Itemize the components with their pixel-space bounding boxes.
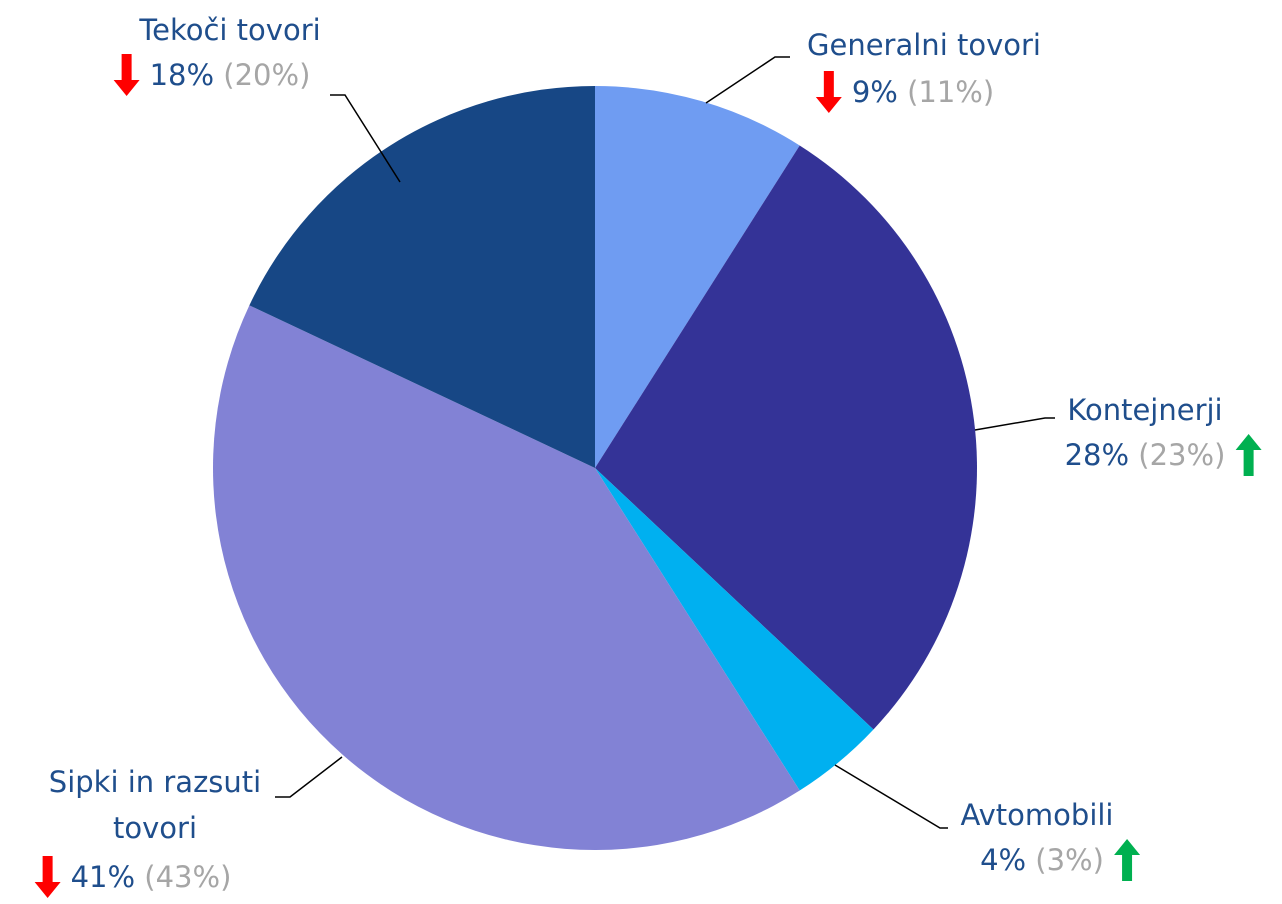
- value-label: 41%: [70, 860, 136, 894]
- arrow-shape: [1113, 839, 1140, 881]
- leader-line: [275, 756, 343, 798]
- arrow-shape: [34, 856, 61, 898]
- trend-arrow: [815, 71, 842, 113]
- value-group: 18% (20%): [150, 52, 311, 98]
- value-label: 9%: [851, 75, 898, 109]
- value-row: 18% (20%): [113, 52, 311, 98]
- value-label: 28%: [1064, 438, 1130, 472]
- value-label: 18%: [149, 58, 215, 92]
- slice-name: Generalni tovori: [807, 28, 1041, 62]
- value-row: 9% (11%): [815, 69, 994, 115]
- leader-line: [974, 417, 1055, 431]
- previous-value-label: (11%): [907, 75, 995, 109]
- pie-slice: [595, 145, 978, 730]
- value-group: 28% (23%): [1065, 432, 1226, 478]
- slice-name: Tekoči tovori: [139, 13, 321, 47]
- slice-name: Kontejnerji: [1067, 393, 1223, 427]
- value-label: 4%: [980, 843, 1027, 877]
- pie-slice: [249, 86, 595, 468]
- leader-line: [834, 764, 948, 829]
- arrow-shape: [1235, 434, 1262, 476]
- previous-value-label: (23%): [1138, 438, 1226, 472]
- value-group: 41% (43%): [71, 854, 232, 900]
- pie-slice: [595, 468, 874, 791]
- leader-line: [330, 94, 401, 183]
- value-row: 28% (23%): [1065, 432, 1262, 478]
- previous-value-label: (20%): [223, 58, 311, 92]
- pie-slice: [595, 86, 800, 468]
- slice-name: Sipki in razsuti tovori: [48, 765, 262, 845]
- trend-arrow: [113, 54, 140, 96]
- trend-arrow: [1113, 839, 1140, 881]
- trend-arrow: [34, 856, 61, 898]
- value-row: 41% (43%): [34, 854, 232, 900]
- value-row: 4% (3%): [980, 837, 1140, 883]
- slice-name: Avtomobili: [960, 798, 1114, 832]
- previous-value-label: (3%): [1035, 843, 1104, 877]
- trend-arrow: [1235, 434, 1262, 476]
- leader-line: [705, 56, 790, 104]
- arrow-shape: [815, 71, 842, 113]
- arrow-shape: [113, 54, 140, 96]
- value-group: 9% (11%): [852, 69, 994, 115]
- previous-value-label: (43%): [144, 860, 232, 894]
- value-group: 4% (3%): [980, 837, 1104, 883]
- pie-slice: [213, 305, 800, 851]
